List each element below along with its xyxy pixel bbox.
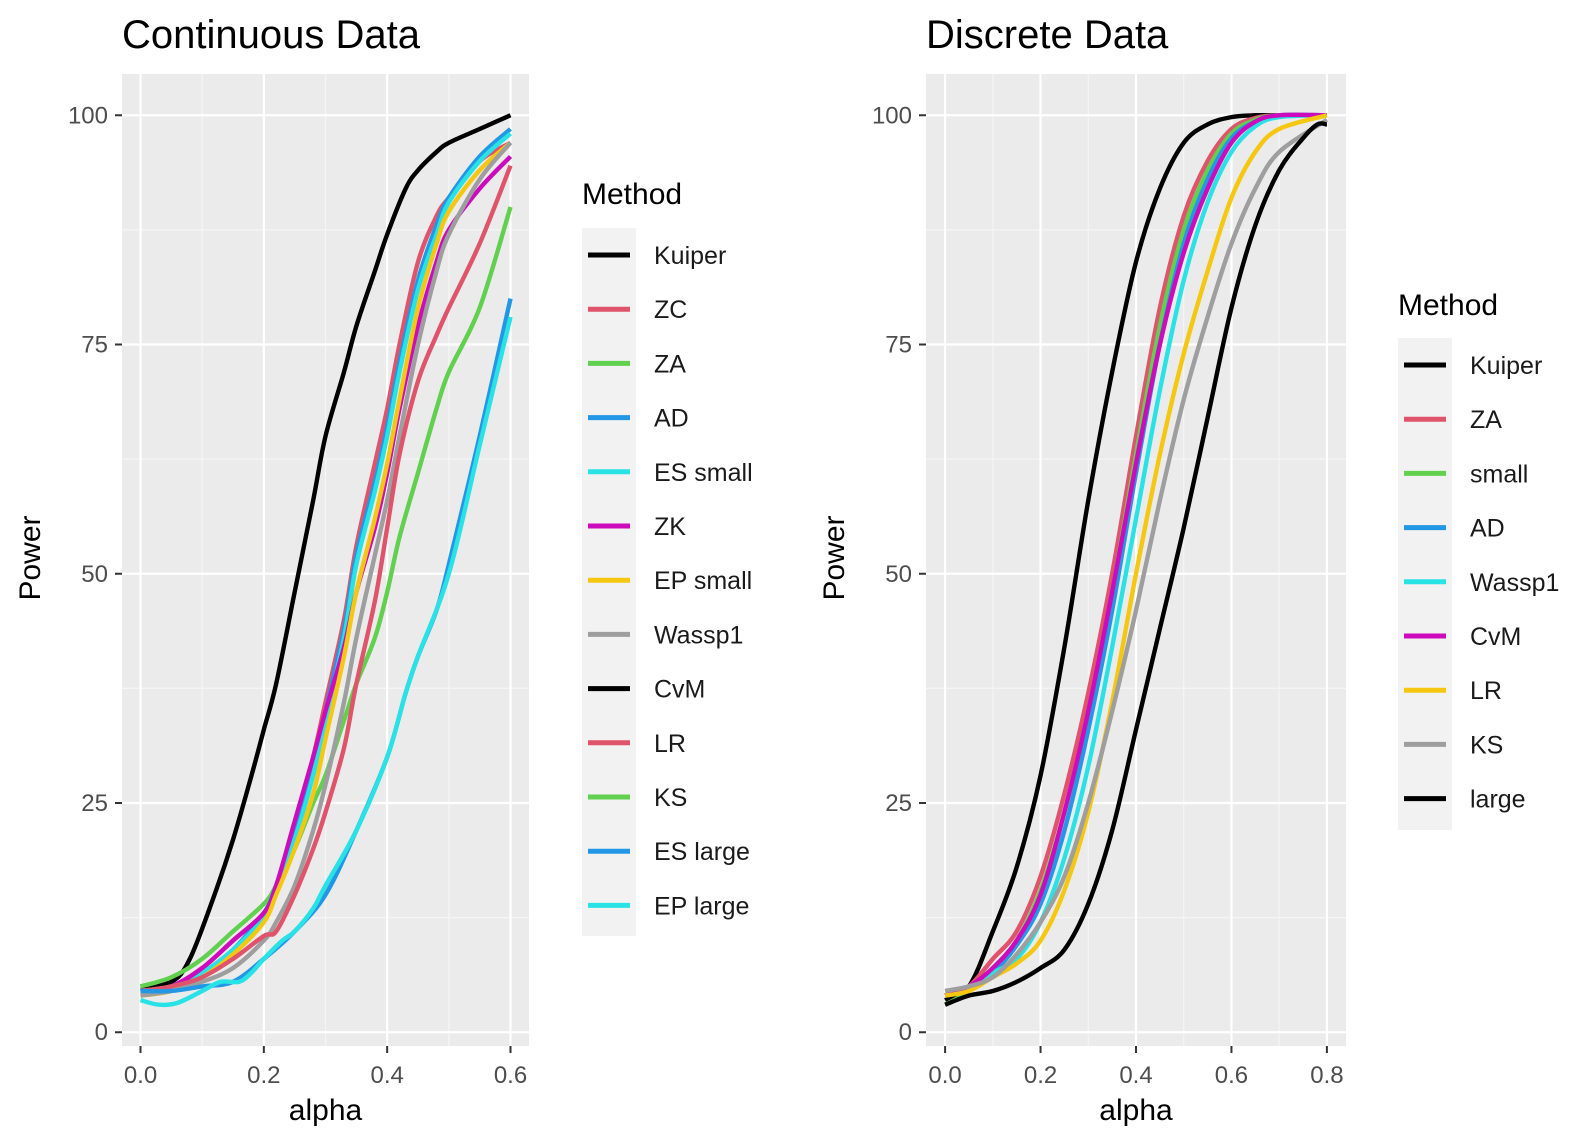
right-legend-label: Wassp1 (1470, 569, 1559, 597)
right-y-tick-label: 75 (885, 332, 912, 359)
left-legend-label: Wassp1 (654, 621, 743, 649)
right-chart-title: Discrete Data (926, 13, 1169, 57)
left-legend: Method Kuiper ZC ZA AD ES small ZK EP small Was… (582, 178, 753, 936)
right-x-tick-label: 0.8 (1310, 1062, 1343, 1089)
left-legend-label: LR (654, 730, 686, 758)
left-legend-label: EP large (654, 892, 749, 920)
left-series-line-ep-large (139, 316, 513, 1008)
left-y-tick-label: 100 (68, 102, 108, 129)
left-y-tick-label: 50 (81, 561, 108, 588)
left-legend-label: ZA (654, 350, 686, 378)
right-y-tick-label: 0 (899, 1019, 912, 1046)
left-legend-label: ZC (654, 296, 687, 324)
left-y-tick-label: 25 (81, 790, 108, 817)
right-legend-label: small (1470, 460, 1528, 488)
right-y-tick-label: 100 (872, 102, 912, 129)
right-series-lines (943, 112, 1329, 1007)
left-y-tick-label: 0 (95, 1019, 108, 1046)
right-x-axis-label: alpha (1099, 1094, 1173, 1127)
right-series-line-wassp1 (944, 113, 1327, 998)
right-series-line-kuiper (943, 112, 1327, 1003)
right-legend-label: Kuiper (1470, 352, 1542, 380)
right-x-tick-label: 0.2 (1024, 1062, 1057, 1089)
left-legend-label: CvM (654, 676, 705, 704)
right-legend-label: CvM (1470, 623, 1521, 651)
left-x-axis-label: alpha (289, 1094, 363, 1127)
right-legend: Method Kuiper ZA small AD Wassp1 CvM LR KS large (1398, 289, 1559, 830)
right-legend-label: ZA (1470, 406, 1502, 434)
right-legend-title: Method (1398, 289, 1498, 322)
left-series-line-za (139, 206, 513, 989)
right-series-line-ks (944, 118, 1329, 994)
right-y-tick-label: 25 (885, 790, 912, 817)
left-y-tick-label: 75 (81, 332, 108, 359)
right-x-tick-label: 0.0 (928, 1062, 961, 1089)
left-axis-ticks: 0 25 50 75 100 0.0 0.2 0.4 0.6 (68, 102, 527, 1089)
left-x-tick-label: 0.0 (124, 1062, 157, 1089)
right-legend-label: AD (1470, 515, 1505, 543)
right-x-tick-label: 0.6 (1215, 1062, 1248, 1089)
right-legend-label: large (1470, 786, 1526, 814)
right-x-tick-label: 0.4 (1119, 1062, 1152, 1089)
left-series-lines (139, 113, 513, 1008)
left-legend-title: Method (582, 178, 682, 211)
left-series-line-lr (140, 164, 513, 994)
left-series-line-wassp1 (140, 141, 513, 998)
right-series-line-cvm (944, 112, 1327, 998)
left-legend-label: ES small (654, 459, 753, 487)
left-series-line-kuiper (140, 113, 512, 989)
left-legend-label: KS (654, 784, 687, 812)
right-y-axis-label: Power (818, 515, 851, 600)
right-y-tick-label: 50 (885, 561, 912, 588)
left-y-axis-label: Power (14, 515, 47, 600)
left-legend-label: AD (654, 405, 689, 433)
right-series-line-za (944, 112, 1327, 998)
right-axis-ticks: 0 25 50 75 100 0.0 0.2 0.4 0.6 0.8 (872, 102, 1344, 1089)
left-x-tick-label: 0.2 (247, 1062, 280, 1089)
right-series-line-lr (944, 113, 1328, 998)
left-legend-label: EP small (654, 567, 752, 595)
right-series-line-large (944, 121, 1328, 1007)
left-legend-label: ES large (654, 838, 750, 866)
left-chart-title: Continuous Data (122, 13, 421, 57)
left-legend-label: ZK (654, 513, 686, 541)
right-series-line-ad (944, 112, 1327, 998)
right-legend-label: LR (1470, 677, 1502, 705)
left-x-tick-label: 0.4 (370, 1062, 403, 1089)
right-legend-label: KS (1470, 731, 1503, 759)
left-series-line-ep-small (140, 141, 512, 998)
right-gridlines (926, 74, 1346, 1046)
left-x-tick-label: 0.6 (494, 1062, 527, 1089)
left-legend-label: Kuiper (654, 242, 726, 270)
